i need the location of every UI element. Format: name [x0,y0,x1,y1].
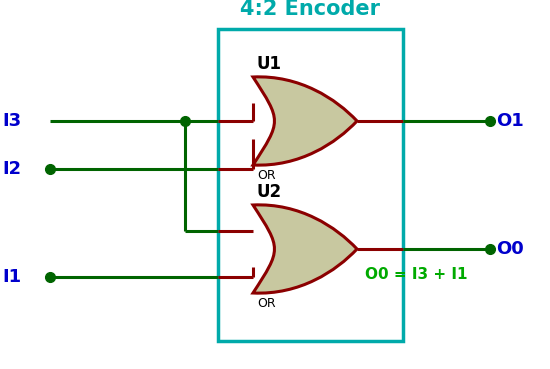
PathPatch shape [253,205,357,293]
Text: I2: I2 [3,160,22,178]
Text: O0 = I3 + I1: O0 = I3 + I1 [365,267,468,282]
Bar [218,29,403,341]
Text: OR: OR [257,169,276,182]
Text: I3: I3 [3,112,22,130]
Text: OR: OR [257,297,276,310]
Text: I1: I1 [3,268,22,286]
PathPatch shape [253,77,357,165]
Text: U2: U2 [257,183,282,201]
Text: O0: O0 [496,240,524,258]
Text: 4:2 Encoder: 4:2 Encoder [240,0,381,19]
Text: O1: O1 [496,112,524,130]
Text: U1: U1 [257,55,282,73]
